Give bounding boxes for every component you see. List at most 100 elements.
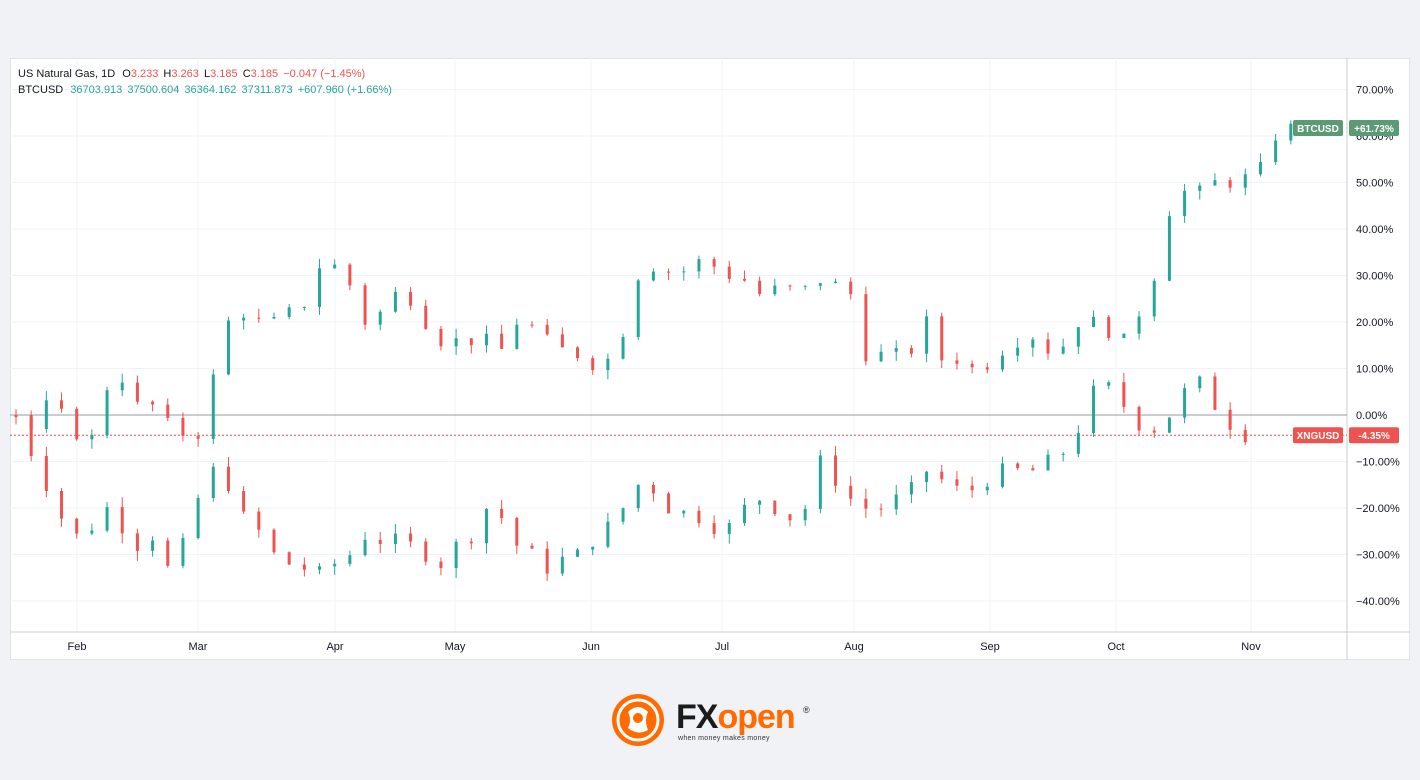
xngusd-candle bbox=[333, 559, 337, 576]
xngusd-candle bbox=[758, 499, 762, 514]
xngusd-candle bbox=[636, 484, 640, 512]
xngusd-candle bbox=[925, 470, 929, 493]
candle-body bbox=[667, 493, 671, 514]
btcusd-candle bbox=[135, 375, 139, 405]
xngusd-badge-label: XNGUSD bbox=[1297, 431, 1340, 442]
xngusd-candle bbox=[712, 515, 716, 539]
candle-body bbox=[166, 404, 170, 418]
candle-body bbox=[591, 358, 595, 371]
candle-body bbox=[560, 334, 564, 348]
xngusd-candle bbox=[484, 507, 488, 554]
candle-body bbox=[409, 291, 413, 306]
candle-body bbox=[393, 291, 397, 312]
xngusd-candle bbox=[242, 486, 246, 515]
candle-body bbox=[363, 285, 367, 325]
btcusd-candle bbox=[667, 268, 671, 281]
xngusd-candle bbox=[1137, 405, 1141, 436]
y-tick-label: −20.00% bbox=[1356, 503, 1400, 515]
candle-body bbox=[1198, 185, 1202, 191]
xngusd-candle bbox=[500, 499, 504, 525]
btcusd-candle bbox=[242, 314, 246, 330]
candle-body bbox=[894, 494, 898, 510]
candle-body bbox=[985, 367, 989, 370]
candle-body bbox=[90, 530, 94, 534]
candle-body bbox=[1152, 430, 1156, 433]
btcusd-candle bbox=[1289, 120, 1293, 145]
xngusd-candle bbox=[1000, 456, 1004, 489]
xngusd-candle bbox=[469, 537, 473, 550]
legend-ng-o-label: O bbox=[122, 68, 131, 80]
xngusd-candle bbox=[834, 446, 838, 493]
btcusd-candle bbox=[788, 284, 792, 291]
candle-body bbox=[469, 338, 473, 346]
xngusd-change-badge bbox=[1349, 427, 1399, 444]
candle-body bbox=[1046, 339, 1050, 354]
xngusd-candle bbox=[515, 516, 519, 554]
candle-body bbox=[834, 455, 838, 486]
btcusd-candle bbox=[985, 362, 989, 374]
btcusd-candle bbox=[302, 306, 306, 311]
candle-body bbox=[1213, 180, 1217, 186]
candle-body bbox=[257, 511, 261, 530]
xngusd-candle bbox=[591, 546, 595, 556]
legend-ng-l-label: L bbox=[203, 68, 211, 80]
btcusd-candle bbox=[151, 400, 155, 412]
candle-body bbox=[272, 529, 276, 553]
btcusd-candle bbox=[120, 373, 124, 397]
candle-body bbox=[834, 281, 838, 284]
x-tick-label: Mar bbox=[189, 641, 208, 653]
candle-body bbox=[576, 549, 580, 557]
candle-body bbox=[135, 382, 139, 402]
candle-body bbox=[773, 285, 777, 295]
candle-body bbox=[196, 435, 200, 439]
y-tick-label: 20.00% bbox=[1356, 317, 1394, 329]
candle-body bbox=[909, 348, 913, 354]
xngusd-candle bbox=[439, 557, 443, 576]
btcusd-candle bbox=[196, 432, 200, 447]
btcusd-candle bbox=[333, 259, 337, 269]
candle-body bbox=[1076, 327, 1080, 347]
xngusd-candle bbox=[287, 551, 291, 566]
xngusd-candle bbox=[151, 536, 155, 557]
btcusd-candle bbox=[454, 328, 458, 355]
candle-body bbox=[773, 500, 777, 515]
candle-body bbox=[1107, 316, 1111, 339]
y-tick-label: 0.00% bbox=[1356, 410, 1387, 422]
candle-body bbox=[181, 417, 185, 436]
legend-row-ng: US Natural Gas, 1D O3.233 H3.263 L3.185 … bbox=[18, 66, 392, 82]
btcusd-candle bbox=[211, 369, 215, 444]
candle-body bbox=[1167, 417, 1171, 433]
candle-body bbox=[1198, 376, 1202, 389]
xngusd-candle bbox=[1016, 461, 1020, 471]
candle-body bbox=[454, 541, 458, 569]
candle-body bbox=[454, 338, 458, 347]
candle-body bbox=[712, 523, 716, 534]
xngusd-candle bbox=[545, 541, 549, 581]
xngusd-candle bbox=[621, 507, 625, 525]
btcusd-candle bbox=[1076, 326, 1080, 354]
chart-frame[interactable] bbox=[10, 58, 1410, 660]
candle-body bbox=[1000, 355, 1004, 370]
candle-body bbox=[560, 556, 564, 574]
x-tick-label: Jul bbox=[715, 641, 729, 653]
btcusd-candle bbox=[864, 286, 868, 366]
candle-body bbox=[697, 510, 701, 524]
candle-body bbox=[636, 280, 640, 338]
btcusd-candle bbox=[606, 353, 610, 380]
candle-body bbox=[818, 283, 822, 286]
btcusd-candle bbox=[834, 278, 838, 284]
xngusd-candle bbox=[1122, 372, 1126, 413]
xngusd-candle bbox=[60, 488, 64, 527]
chart-legend: US Natural Gas, 1D O3.233 H3.263 L3.185 … bbox=[18, 66, 392, 98]
xngusd-candle bbox=[894, 484, 898, 515]
btcusd-candle bbox=[651, 268, 655, 282]
y-tick-label: 10.00% bbox=[1356, 364, 1394, 376]
candle-body bbox=[636, 484, 640, 509]
x-tick-label: Sep bbox=[980, 641, 1000, 653]
btcusd-candle bbox=[90, 429, 94, 449]
candle-body bbox=[424, 541, 428, 562]
btcusd-candle bbox=[925, 309, 929, 363]
candle-body bbox=[864, 498, 868, 509]
btcusd-badge bbox=[1293, 119, 1343, 136]
